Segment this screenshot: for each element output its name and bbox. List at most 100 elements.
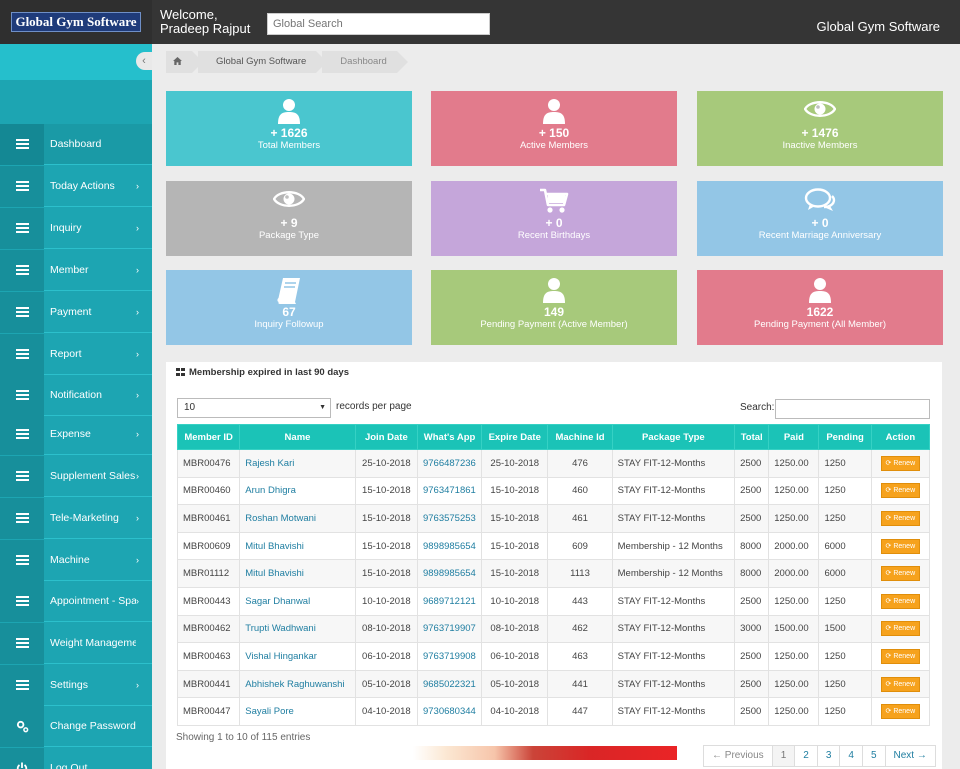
- paid-cell: 2000.00: [768, 531, 820, 561]
- tile-pending-payment-all-member[interactable]: 1622 Pending Payment (All Member): [697, 270, 943, 345]
- renew-button[interactable]: ⟳ Renew: [880, 455, 921, 471]
- table-search-input[interactable]: [775, 399, 930, 419]
- app-logo[interactable]: Global Gym Software: [0, 0, 152, 44]
- tile-label: Recent Birthdays: [517, 230, 591, 241]
- tile-pending-payment-active-member[interactable]: 149 Pending Payment (Active Member): [431, 270, 677, 345]
- sidebar-item-today-actions[interactable]: Today Actions ›: [0, 165, 152, 207]
- cogs-icon: [0, 705, 44, 747]
- whatsapp-link[interactable]: 9730680344: [416, 697, 483, 726]
- column-header-pending[interactable]: Pending: [818, 424, 872, 450]
- sidebar-item-dashboard[interactable]: Dashboard: [0, 123, 152, 165]
- renew-button[interactable]: ⟳ Renew: [880, 648, 921, 664]
- tile-recent-marriage-anniversary[interactable]: + 0 Recent Marriage Anniversary: [697, 181, 943, 256]
- member-name-link[interactable]: Rajesh Kari: [239, 449, 356, 478]
- renew-button[interactable]: ⟳ Renew: [880, 566, 921, 582]
- column-header-total[interactable]: Total: [734, 424, 770, 450]
- member-name-link[interactable]: Sayali Pore: [239, 697, 356, 726]
- sidebar-item-weight-management[interactable]: Weight Management: [0, 622, 152, 664]
- tile-value: 1622: [806, 305, 834, 319]
- tile-active-members[interactable]: + 150 Active Members: [431, 91, 677, 166]
- panel-title: Membership expired in last 90 days: [166, 362, 942, 384]
- sidebar-item-report[interactable]: Report ›: [0, 333, 152, 375]
- sidebar-item-log-out[interactable]: Log Out: [0, 747, 152, 769]
- renew-button[interactable]: ⟳ Renew: [880, 538, 921, 554]
- table-search-label: Search:: [740, 402, 775, 413]
- pending-cell: 1250: [818, 449, 872, 478]
- tile-inquiry-followup[interactable]: 67 Inquiry Followup: [166, 270, 412, 345]
- total-cell: 8000: [734, 559, 770, 588]
- member-name-link[interactable]: Trupti Wadhwani: [239, 614, 356, 644]
- whatsapp-link[interactable]: 9766487236: [416, 449, 483, 478]
- pager-previous-button[interactable]: ← Previous: [704, 746, 773, 766]
- sidebar-item-label: Settings: [50, 679, 88, 691]
- sidebar-item-settings[interactable]: Settings ›: [0, 664, 152, 706]
- sidebar-item-inquiry[interactable]: Inquiry ›: [0, 207, 152, 249]
- breadcrumb-app[interactable]: Global Gym Software: [198, 51, 328, 73]
- eye-icon: [697, 91, 943, 123]
- tile-label: Inquiry Followup: [254, 319, 324, 330]
- whatsapp-link[interactable]: 9763719908: [416, 642, 483, 671]
- whatsapp-link[interactable]: 9763719907: [416, 614, 483, 644]
- records-per-page-select[interactable]: 10 ▼: [177, 398, 331, 418]
- refresh-icon: ⟳: [885, 680, 894, 688]
- welcome-label: Welcome,: [160, 7, 218, 22]
- whatsapp-link[interactable]: 9685022321: [416, 669, 483, 699]
- column-header-join-date[interactable]: Join Date: [354, 424, 418, 450]
- pagination: ← Previous 1 2 3 4 5 Next →: [703, 745, 936, 767]
- renew-button[interactable]: ⟳ Renew: [880, 704, 921, 720]
- tile-inactive-members[interactable]: + 1476 Inactive Members: [697, 91, 943, 166]
- tile-total-members[interactable]: + 1626 Total Members: [166, 91, 412, 166]
- member-name-link[interactable]: Mitul Bhavishi: [239, 531, 356, 561]
- tile-recent-birthdays[interactable]: + 0 Recent Birthdays: [431, 181, 677, 256]
- tile-label: Total Members: [257, 140, 321, 151]
- member-name-link[interactable]: Sagar Dhanwal: [239, 586, 356, 616]
- sidebar-item-payment[interactable]: Payment ›: [0, 291, 152, 333]
- member-name-link[interactable]: Arun Dhigra: [239, 476, 356, 506]
- collapse-sidebar-button[interactable]: ‹: [136, 52, 152, 70]
- column-header-member-id[interactable]: Member ID: [176, 424, 241, 450]
- renew-button[interactable]: ⟳ Renew: [880, 621, 921, 637]
- whatsapp-link[interactable]: 9763575253: [416, 504, 483, 533]
- member-name-link[interactable]: Roshan Motwani: [239, 504, 356, 533]
- column-header-machine-id[interactable]: Machine Id: [547, 424, 613, 450]
- whatsapp-link[interactable]: 9763471861: [416, 476, 483, 506]
- renew-button[interactable]: ⟳ Renew: [880, 483, 921, 499]
- pager-page-2[interactable]: 2: [795, 746, 818, 766]
- member-name-link[interactable]: Vishal Hingankar: [239, 642, 356, 671]
- sidebar-item-tele-marketing[interactable]: Tele-Marketing ›: [0, 497, 152, 539]
- renew-button[interactable]: ⟳ Renew: [880, 593, 921, 609]
- whatsapp-link[interactable]: 9898985654: [416, 559, 483, 588]
- member-id-cell: MBR00609: [176, 531, 241, 561]
- column-header-what-s-app[interactable]: What's App: [416, 424, 483, 450]
- whatsapp-link[interactable]: 9898985654: [416, 531, 483, 561]
- member-name-link[interactable]: Abhishek Raghuwanshi: [239, 669, 356, 699]
- column-header-expire-date[interactable]: Expire Date: [481, 424, 549, 450]
- pager-next-button[interactable]: Next →: [893, 750, 927, 761]
- pager-page-1[interactable]: 1: [772, 746, 796, 766]
- whatsapp-link[interactable]: 9689712121: [416, 586, 483, 616]
- pager-page-3[interactable]: 3: [818, 746, 841, 766]
- pager-page-5[interactable]: 5: [863, 746, 886, 766]
- sidebar-item-notification[interactable]: Notification ›: [0, 374, 152, 416]
- sidebar-item-expense[interactable]: Expense ›: [0, 413, 152, 455]
- package-type-cell: STAY FIT-12-Months: [611, 669, 736, 699]
- member-name-link[interactable]: Mitul Bhavishi: [239, 559, 356, 588]
- sidebar-item-machine[interactable]: Machine ›: [0, 539, 152, 581]
- total-cell: 2500: [734, 697, 770, 726]
- tile-value: + 150: [538, 126, 570, 140]
- renew-button[interactable]: ⟳ Renew: [880, 676, 921, 692]
- renew-button[interactable]: ⟳ Renew: [880, 510, 921, 526]
- breadcrumb-home[interactable]: [166, 51, 203, 73]
- column-header-package-type[interactable]: Package Type: [611, 424, 736, 450]
- sidebar-item-change-password[interactable]: Change Password: [0, 705, 152, 747]
- sidebar-item-member[interactable]: Member ›: [0, 249, 152, 291]
- column-header-action[interactable]: Action: [870, 424, 931, 450]
- column-header-paid[interactable]: Paid: [768, 424, 820, 450]
- tile-package-type[interactable]: + 9 Package Type: [166, 181, 412, 256]
- pager-page-4[interactable]: 4: [840, 746, 863, 766]
- global-search-input[interactable]: [267, 13, 490, 35]
- sidebar-item-appointment-spa[interactable]: Appointment - Spa ›: [0, 580, 152, 622]
- column-header-name[interactable]: Name: [239, 424, 356, 450]
- sidebar-item-supplement-sales[interactable]: Supplement Sales ›: [0, 455, 152, 497]
- pending-cell: 1500: [818, 614, 872, 644]
